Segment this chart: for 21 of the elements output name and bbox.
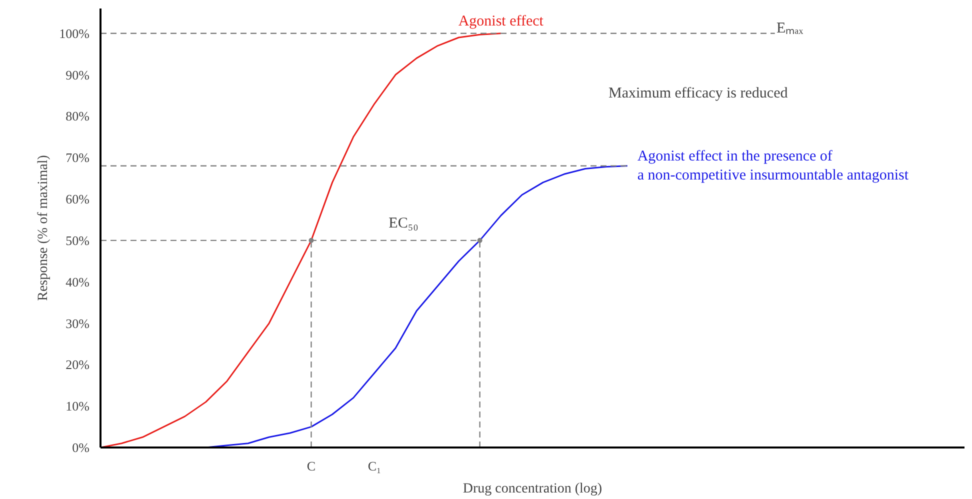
y-tick-label: 100% (59, 26, 90, 41)
y-tick-label: 30% (66, 316, 90, 331)
series-label: Agonist effect in the presence of a non-competitive insurmountable antagonist (637, 148, 910, 184)
y-tick-label: 70% (66, 150, 90, 166)
y-tick-label: 10% (66, 398, 90, 414)
y-tick-label: 50% (66, 232, 90, 248)
y-tick-label: 20% (66, 357, 90, 372)
y-tick-label: 90% (66, 67, 90, 82)
y-tick-label: 40% (66, 274, 90, 290)
annotation: Eₘₐₓ (776, 20, 804, 36)
x-tick-label: C₁ (368, 458, 382, 474)
x-tick-label: C (306, 458, 316, 474)
series-label: Agonist effect (458, 13, 544, 30)
y-tick-label: 0% (72, 440, 90, 455)
annotation: EC₅₀ (388, 216, 418, 232)
x-axis-title: Drug concentration (log) (462, 482, 602, 496)
y-tick-label: 80% (66, 108, 90, 124)
y-axis-title: Response (% of maximal) (36, 154, 52, 301)
y-tick-label: 60% (66, 192, 90, 207)
annotation: Maximum efficacy is reduced (608, 86, 788, 102)
line-series (100, 32, 502, 448)
